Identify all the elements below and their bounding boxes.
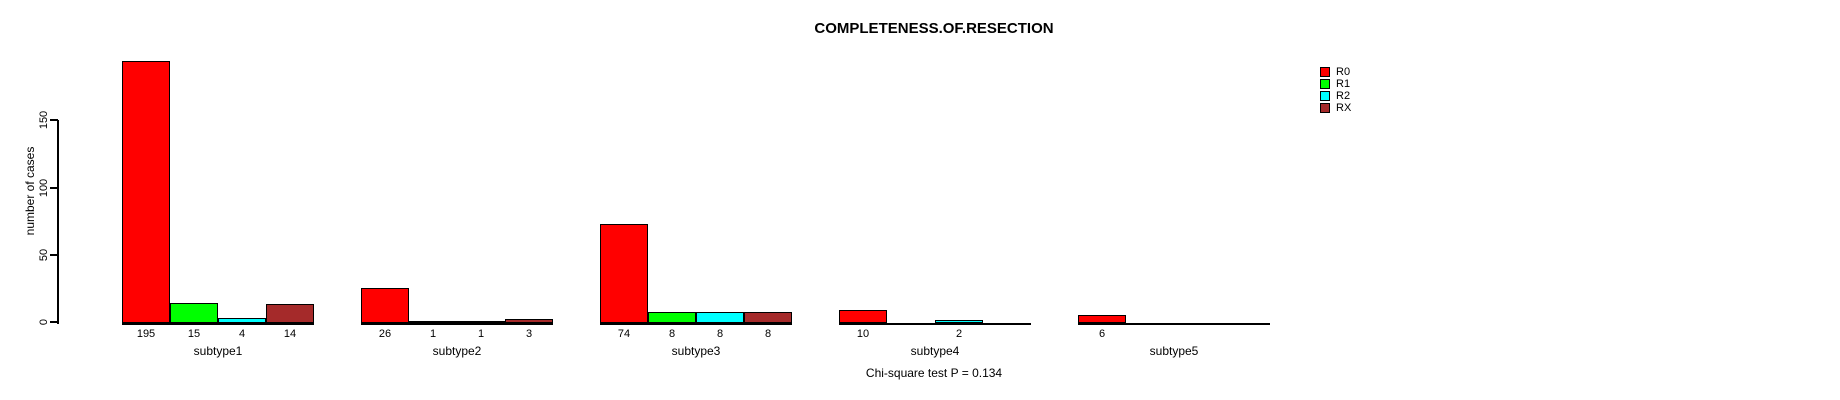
bar-RX-subtype1 [266, 304, 314, 323]
y-tick-label: 50 [38, 248, 50, 261]
y-tick-mark [50, 321, 58, 323]
bar-value-label: 6 [1098, 328, 1106, 340]
bar-R2-subtype1 [218, 318, 266, 323]
legend-swatch-RX [1320, 103, 1330, 113]
bar-value-label: 15 [187, 328, 201, 340]
bar-value-label: 1 [429, 328, 437, 340]
legend: R0 R1 R2 RX [1320, 66, 1351, 114]
legend-swatch-R0 [1320, 67, 1330, 77]
bar-slot [170, 303, 218, 323]
bar-R0-subtype1 [122, 61, 170, 323]
bar-R1-subtype2 [409, 321, 457, 323]
y-tick-mark [50, 186, 58, 189]
bar-group [122, 0, 314, 325]
legend-item-R0: R0 [1320, 66, 1351, 78]
legend-swatch-R1 [1320, 79, 1330, 89]
category-label-subtype4: subtype4 [910, 344, 960, 358]
y-axis-label: number of cases [23, 146, 37, 236]
y-tick-label: 0 [38, 318, 50, 326]
bar-value-label: 3 [525, 328, 533, 340]
bar-slot [600, 224, 648, 323]
bar-R2-subtype3 [696, 312, 744, 323]
bar-slot [361, 288, 409, 323]
y-axis-line [57, 120, 59, 324]
bar-value-label: 1 [477, 328, 485, 340]
bar-RX-subtype3 [744, 312, 792, 323]
bar-slot [457, 321, 505, 323]
y-tick-label: 150 [38, 111, 50, 130]
category-label-subtype3: subtype3 [671, 344, 721, 358]
category-label-subtype2: subtype2 [432, 344, 482, 358]
bar-slot [218, 318, 266, 323]
bar-group [361, 0, 553, 325]
legend-swatch-R2 [1320, 91, 1330, 101]
legend-item-R1: R1 [1320, 78, 1351, 90]
bar-value-label: 4 [238, 328, 246, 340]
bar-value-label: 8 [716, 328, 724, 340]
bar-R0-subtype5 [1078, 315, 1126, 323]
bar-slot [744, 312, 792, 323]
bar-RX-subtype2 [505, 319, 553, 323]
bar-slot [1078, 315, 1126, 323]
legend-item-RX: RX [1320, 102, 1351, 114]
bar-slot [409, 321, 457, 323]
bar-R0-subtype3 [600, 224, 648, 323]
bar-group [600, 0, 792, 325]
bar-slot [266, 304, 314, 323]
bar-R0-subtype4 [839, 310, 887, 323]
bar-value-label: 2 [955, 328, 963, 340]
bar-value-label: 10 [856, 328, 870, 340]
bar-value-label: 74 [617, 328, 631, 340]
legend-label: R1 [1336, 78, 1351, 90]
category-label-subtype1: subtype1 [193, 344, 243, 358]
y-tick-label: 100 [38, 178, 50, 197]
legend-label: R2 [1336, 90, 1351, 102]
chart-title: COMPLETENESS.OF.RESECTION [814, 20, 1054, 37]
bar-slot [935, 320, 983, 323]
bar-R0-subtype2 [361, 288, 409, 323]
chi-square-annotation: Chi-square test P = 0.134 [865, 366, 1003, 380]
bar-value-label: 26 [378, 328, 392, 340]
y-tick-mark [50, 119, 58, 122]
bar-slot [839, 310, 887, 323]
legend-label: RX [1336, 102, 1352, 114]
bar-value-label: 8 [764, 328, 772, 340]
bar-slot [696, 312, 744, 323]
bar-group [1078, 0, 1270, 325]
bar-slot [122, 61, 170, 323]
bar-value-label: 195 [136, 328, 156, 340]
bar-slot [648, 312, 696, 323]
legend-label: R0 [1336, 66, 1351, 78]
bar-group [839, 0, 1031, 325]
bar-R1-subtype3 [648, 312, 696, 323]
bar-R2-subtype2 [457, 321, 505, 323]
category-label-subtype5: subtype5 [1149, 344, 1199, 358]
legend-item-R2: R2 [1320, 90, 1351, 102]
bar-value-label: 14 [283, 328, 297, 340]
bar-slot [505, 319, 553, 323]
bar-R1-subtype1 [170, 303, 218, 323]
y-tick-mark [50, 253, 58, 256]
bar-R2-subtype4 [935, 320, 983, 323]
bar-value-label: 8 [668, 328, 676, 340]
